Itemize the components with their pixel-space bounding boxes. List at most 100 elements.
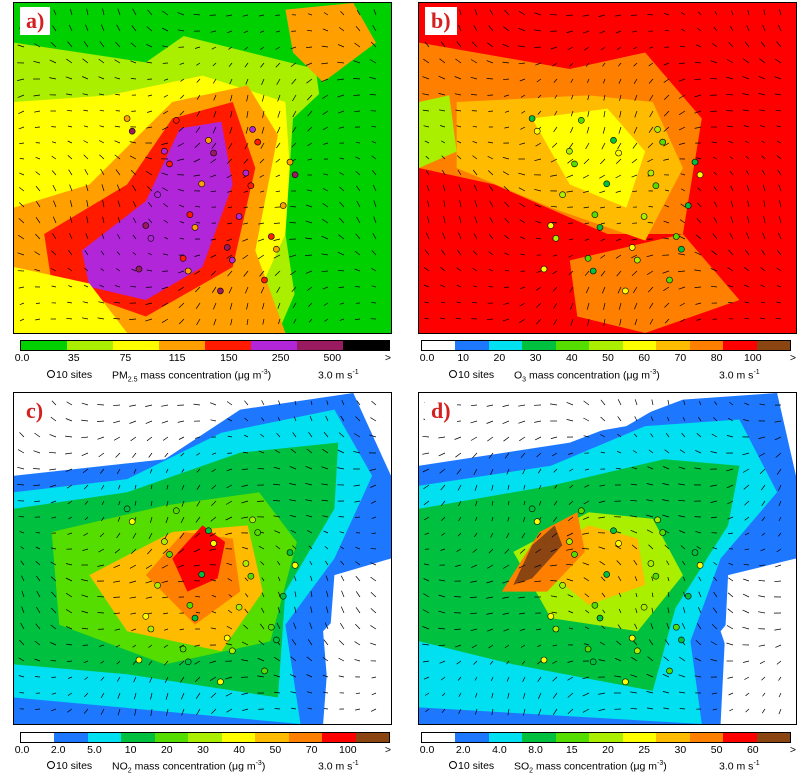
sites-label: 10 sites [56,760,92,772]
colorbar-tick-label: 15 [566,744,578,756]
site-marker [685,203,691,209]
panel-label: a) [20,7,50,35]
site-marker [653,183,659,189]
colorbar-swatch [205,341,251,350]
colorbar-swatch [343,341,389,350]
wind-scale-label: 3.0 m s-1 [318,760,359,773]
site-marker [206,528,212,534]
site-marker [224,244,230,250]
site-marker [280,593,286,599]
site-marker [541,266,547,272]
site-marker [161,148,167,154]
wind-arrow [727,111,734,112]
colorbar-tick-label: 0.0 [15,744,30,756]
site-marker [248,183,254,189]
site-marker [155,582,161,588]
site-marker [280,203,286,209]
site-marker [597,615,603,621]
site-marker [236,604,242,610]
site-marker [143,223,149,229]
wind-arrow [242,469,248,470]
site-marker [597,224,603,230]
wind-scale-label: 3.0 m s-1 [719,369,760,382]
colorbar-tick-label: 8.0 [528,744,543,756]
colorbar-swatch [251,341,297,350]
map-b: b) [418,2,797,334]
legend-b: 10 sites O3 mass concentration (μg m-3) 3.… [401,369,802,383]
site-marker [243,170,249,176]
site-marker [655,517,661,523]
colorbar-swatch [489,733,522,742]
colorbar-swatch [455,341,488,350]
colorbar-tick-label: 70 [675,352,687,364]
colorbar-tick-label: 4.0 [492,744,507,756]
panel-label: b) [425,7,457,35]
concentration-label: PM2.5 mass concentration (μg m-3) [112,369,271,384]
sites-key: 10 sites [47,369,92,381]
colorbar-tick-label: 100 [339,744,357,756]
concentration-label: NO2 mass concentration (μg m-3) [112,760,265,775]
wind-scale-label: 3.0 m s-1 [719,760,760,773]
site-marker [161,539,167,545]
site-circle-icon [449,761,457,769]
site-marker [578,508,584,514]
site-marker [641,604,647,610]
site-marker [611,528,617,534]
site-marker [124,116,130,122]
colorbar-swatch [522,733,555,742]
site-marker [292,562,298,568]
wind-arrow [257,501,264,502]
site-marker [217,288,223,294]
site-marker [255,139,261,145]
colorbar-swatch [489,341,522,350]
site-marker [548,223,554,229]
colorbar-tick-label: > [790,352,796,364]
site-marker [541,657,547,663]
wind-arrow [354,95,361,96]
colorbar-tick-label: 2.0 [51,744,66,756]
heatmap-b [419,3,796,333]
colorbar-swatch [289,733,322,742]
site-marker [292,172,298,178]
colorbar-tick-label: 50 [711,744,723,756]
site-marker [585,646,591,652]
site-marker [685,593,691,599]
site-marker [578,117,584,123]
site-marker [534,128,540,134]
sites-label: 10 sites [56,369,92,381]
site-marker [592,602,598,608]
colorbar-tick-label: 20 [494,352,506,364]
site-marker [692,550,698,556]
colorbar-c [20,732,390,743]
map-a: a) [13,2,392,334]
colorbar-tick-label: 80 [711,352,723,364]
site-marker [585,255,591,261]
heatmap-d [419,393,796,724]
sites-key: 10 sites [47,760,92,772]
site-marker [553,235,559,241]
colorbar-swatch [723,341,756,350]
site-marker [180,255,186,261]
sites-key: 10 sites [449,369,494,381]
colorbar-b [421,340,791,351]
heatmap-c [14,393,391,724]
site-marker [148,235,154,241]
colorbar-swatch [322,733,355,742]
colorbar-swatch [21,341,67,350]
colorbar-tick-label: 5.0 [87,744,102,756]
wind-arrow [20,693,25,694]
colorbar-swatch [690,341,723,350]
site-marker [611,137,617,143]
colorbar-tick-label: 10 [457,352,469,364]
concentration-label: O3 mass concentration (μg m-3) [514,369,660,384]
colorbar-tick-label: 40 [566,352,578,364]
site-marker [243,561,249,567]
site-marker [262,277,268,283]
site-marker [206,137,212,143]
colorbar-tick-label: 75 [120,352,132,364]
wind-arrow [355,287,360,288]
site-marker [273,246,279,252]
